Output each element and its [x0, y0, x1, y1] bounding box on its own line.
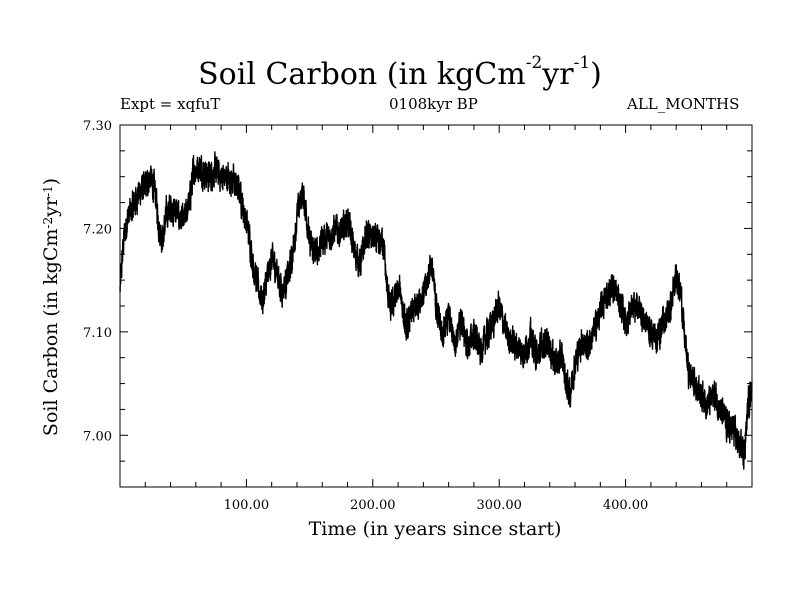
x-tick-label: 400.00 [603, 498, 649, 513]
chart-title: Soil Carbon (in kgCm-2yr-1) [198, 53, 602, 92]
x-tick-label: 200.00 [350, 498, 396, 513]
y-axis-label: Soil Carbon (in kgCm-2yr-1) [40, 177, 62, 437]
series-line-soil-carbon [119, 151, 753, 470]
months-label: ALL_MONTHS [627, 95, 740, 113]
y-tick-label: 7.10 [83, 326, 112, 341]
y-tick-label: 7.20 [83, 222, 112, 237]
y-tick-label: 7.30 [83, 119, 112, 134]
x-tick-label: 100.00 [224, 498, 270, 513]
x-axis-label: Time (in years since start) [308, 518, 562, 540]
y-tick-label: 7.00 [83, 429, 112, 444]
experiment-label: Expt = xqfuT [120, 95, 221, 113]
x-tick-label: 300.00 [476, 498, 522, 513]
period-label: 0108kyr BP [389, 95, 478, 113]
